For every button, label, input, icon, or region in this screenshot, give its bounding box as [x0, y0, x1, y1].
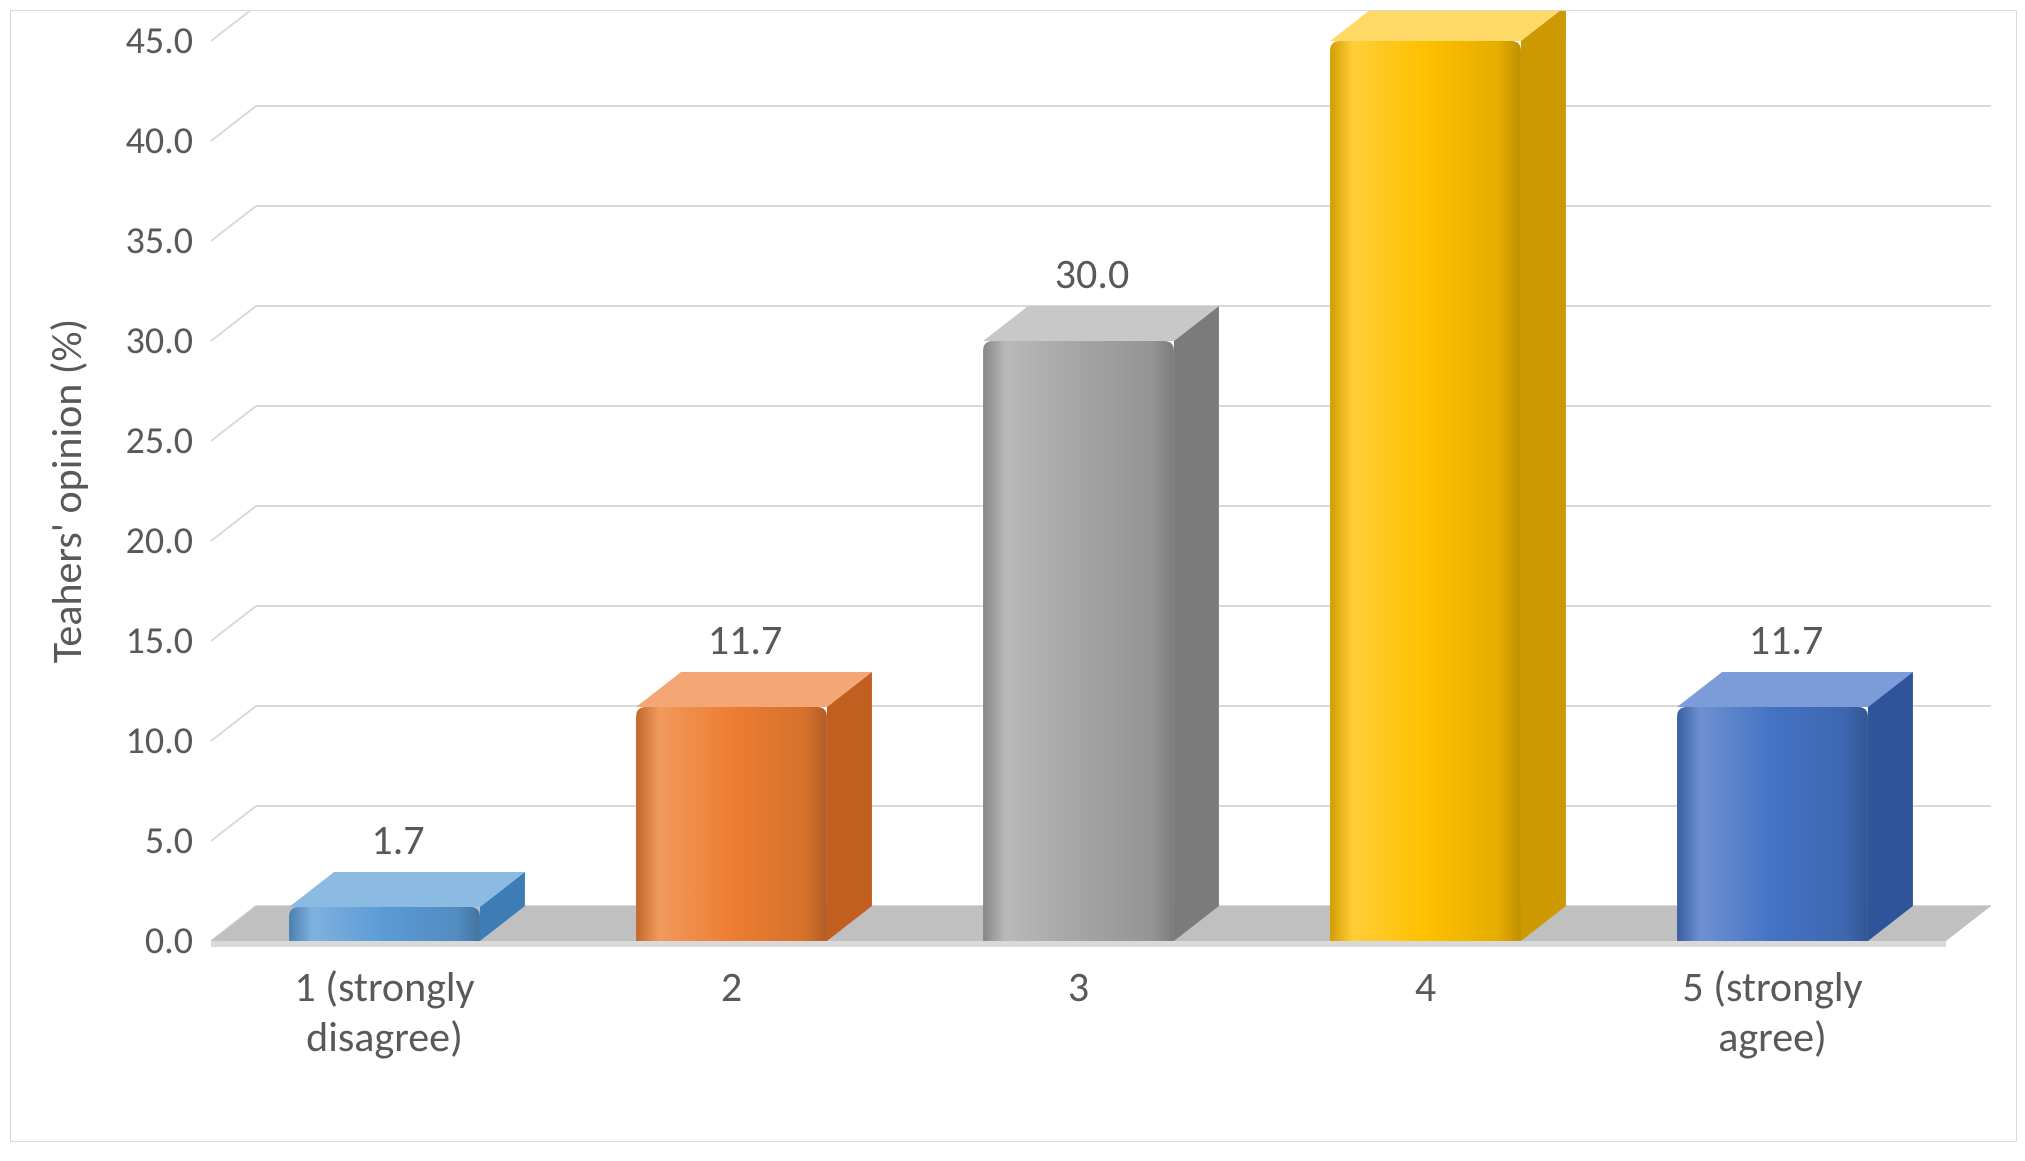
bar	[289, 907, 480, 941]
x-tick-label: 4	[1415, 962, 1436, 1013]
y-axis-title: Teahers' opinion (%)	[42, 319, 93, 664]
bars	[289, 11, 1913, 941]
y-tick-label: 25.0	[126, 418, 193, 464]
data-label: 11.7	[1749, 615, 1823, 666]
data-label: 11.7	[708, 615, 782, 666]
data-label: 30.0	[1055, 249, 1129, 300]
y-tick-label: 35.0	[126, 218, 193, 264]
y-tick-label: 15.0	[126, 618, 193, 664]
bar	[1677, 707, 1868, 941]
y-tick-label: 10.0	[126, 718, 193, 764]
chart-frame: 0.0 5.0 10.0 15.0 20.0 25.0 30.0 35.0 40.0 45.0 1.…	[10, 10, 2017, 1142]
y-tick-label: 20.0	[126, 518, 193, 564]
bar	[636, 707, 827, 941]
y-tick-label: 30.0	[126, 318, 193, 364]
x-tick-label: 3	[1068, 962, 1089, 1013]
x-tick-label: 1 (stronglydisagree)	[294, 962, 474, 1063]
x-tick-label: 5 (stronglyagree)	[1682, 962, 1862, 1063]
data-label: 1.7	[371, 815, 424, 866]
y-tick-label: 0.0	[145, 918, 193, 964]
chart-svg: 0.0 5.0 10.0 15.0 20.0 25.0 30.0 35.0 40.0 45.0 1.…	[11, 11, 2025, 1161]
x-tick-label: 2	[721, 962, 742, 1013]
chart-floor-front	[211, 941, 1946, 947]
y-tick-label: 5.0	[145, 818, 193, 864]
y-tick-label: 45.0	[126, 18, 193, 64]
y-tick-label: 40.0	[126, 118, 193, 164]
bar	[983, 341, 1174, 941]
bar	[1330, 41, 1521, 941]
